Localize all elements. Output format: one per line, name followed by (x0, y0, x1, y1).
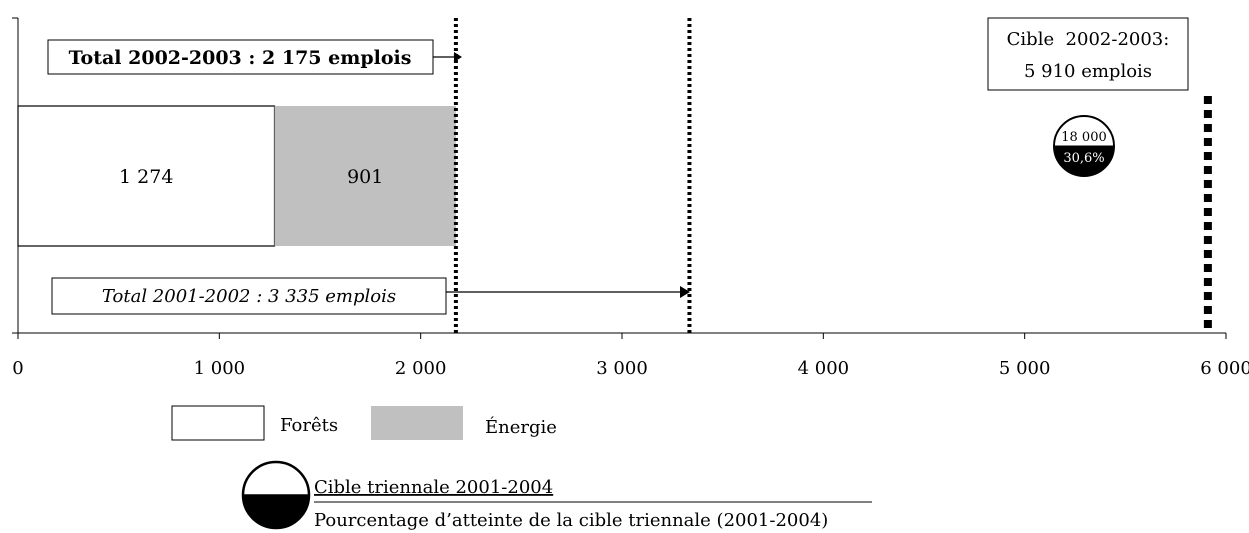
total-previous-arrowhead (680, 286, 690, 298)
key-label-top: Cible triennale 2001-2004 (314, 477, 553, 498)
legend-swatch-energie (371, 406, 463, 440)
target-label-line2: 5 910 emplois (1024, 61, 1152, 82)
key: Cible triennale 2001-2004 Pourcentage d’… (241, 460, 872, 531)
reference-lines (453, 18, 1212, 333)
badge-bottom-half (1054, 146, 1114, 176)
x-tick-label: 2 000 (395, 358, 447, 379)
x-tick-label: 3 000 (596, 358, 648, 379)
x-tick-label: 1 000 (194, 358, 246, 379)
total-current-arrowhead (454, 52, 462, 62)
bar-segment-forets (17, 105, 276, 247)
target-label-line1: Cible 2002-2003: (1007, 29, 1170, 50)
x-tick-label: 4 000 (798, 358, 850, 379)
legend-label-energie: Énergie (485, 415, 557, 438)
legend-label-forets: Forêts (280, 415, 338, 436)
total-previous-box (51, 277, 447, 315)
bar-value-label: 1 274 (119, 166, 173, 188)
target-badge: 18 000 30,6% (1053, 115, 1115, 177)
x-axis-ticks: 0 1 000 2 000 3 000 4 000 5 000 6 000 (12, 333, 1249, 379)
key-label-bottom: Pourcentage d’atteinte de la cible trien… (314, 510, 828, 531)
legend-swatch-forets (171, 405, 265, 441)
legend: Forêts Énergie (171, 405, 557, 441)
total-current-label: Total 2002-2003 : 2 175 emplois (69, 47, 412, 69)
badge-top-value: 18 000 (1061, 130, 1107, 145)
badge-bottom-value: 30,6% (1063, 151, 1104, 166)
key-circle-bottom-half (243, 495, 309, 528)
bar-value-label: 901 (347, 166, 383, 188)
x-tick-label: 0 (12, 358, 23, 379)
target-box (987, 17, 1189, 91)
bar-segment-energie (274, 106, 456, 246)
x-tick-label: 6 000 (1200, 358, 1249, 379)
bars: 1 274 901 (17, 105, 456, 247)
total-previous-label: Total 2001-2002 : 3 335 emplois (102, 286, 396, 307)
x-tick-label: 5 000 (999, 358, 1051, 379)
